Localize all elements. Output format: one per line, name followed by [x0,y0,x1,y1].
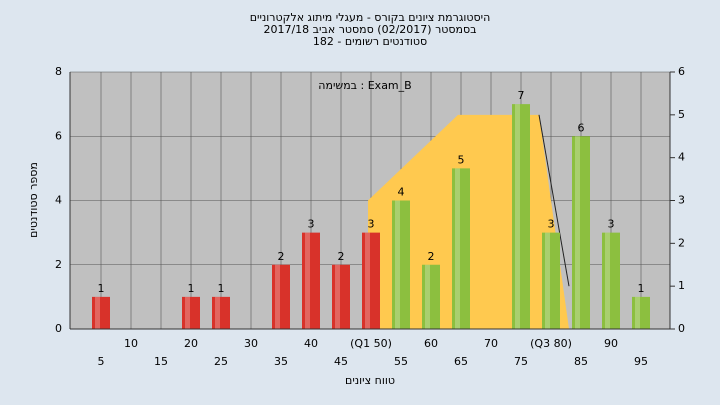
x-tick-label: 20 [184,337,198,350]
x-tick-label: 25 [214,355,228,368]
bar-shine [425,264,430,329]
value-label: 4 [398,186,405,199]
bar-shine [365,232,370,329]
value-label: 1 [638,282,645,295]
y2-tick-label: 0 [678,322,685,335]
chart-subtitle: בסמסטר (02/2017) סמסטר אביב 2017/18 [263,23,476,36]
bar [602,232,620,329]
bar-shine [395,200,400,329]
value-label: 5 [458,153,465,166]
x-tick-label: (Q3 80) [530,337,572,350]
bar [542,232,560,329]
value-label: 3 [368,218,375,231]
y-tick-label: 4 [55,194,62,207]
x-tick-label: 90 [604,337,618,350]
x-tick-label: 30 [244,337,258,350]
x-tick-label: 40 [304,337,318,350]
y-tick-label: 0 [55,322,62,335]
x-tick-label: 85 [574,355,588,368]
bar-shine [305,232,310,329]
x-tick-label: 55 [394,355,408,368]
x-axis-label: טווח ציונים [345,374,395,387]
bar-shine [515,104,520,329]
y2-tick-label: 6 [678,65,685,78]
bar [212,296,230,329]
x-tick-label: 70 [484,337,498,350]
bar [422,264,440,329]
value-label: 3 [308,218,315,231]
y2-tick-label: 2 [678,236,685,249]
value-label: 3 [548,218,555,231]
x-tick-label: 95 [634,355,648,368]
bar [512,104,530,329]
x-tick-label: 60 [424,337,438,350]
bar-shine [455,168,460,329]
chart-title: היסטוגרמת ציונים בקורס - מעגלי מיתוג אלק… [250,11,491,24]
x-tick-label: 5 [98,355,105,368]
value-label: 1 [218,282,225,295]
bar [272,264,290,329]
bar-shine [635,296,640,329]
value-label: 3 [608,218,615,231]
x-tick-label: 35 [274,355,288,368]
value-label: 7 [518,89,525,102]
bar-shine [185,296,190,329]
bar-shine [215,296,220,329]
value-label: 2 [338,250,345,263]
value-label: 1 [98,282,105,295]
bar-shine [575,136,580,329]
chart-subtitle: סטודנטים רשומים - 182 [313,35,427,48]
bar-shine [605,232,610,329]
annotation: במשימה : Exam_B [318,79,411,92]
bar [302,232,320,329]
bar [632,296,650,329]
y2-tick-label: 5 [678,108,685,121]
bar-shine [335,264,340,329]
bar [572,136,590,329]
y-tick-label: 8 [55,65,62,78]
x-tick-label: 15 [154,355,168,368]
bar-shine [275,264,280,329]
bar-shine [545,232,550,329]
line [538,114,570,287]
x-tick-label: 45 [334,355,348,368]
value-label: 2 [428,250,435,263]
bar [332,264,350,329]
y2-tick-label: 1 [678,279,685,292]
bar [392,200,410,329]
bar [92,296,110,329]
x-tick-label: 10 [124,337,138,350]
bar-shine [95,296,100,329]
bar [452,168,470,329]
value-label: 6 [578,121,585,134]
value-label: 2 [278,250,285,263]
x-tick-label: 75 [514,355,528,368]
bar [182,296,200,329]
y-tick-label: 6 [55,129,62,142]
value-label: 1 [188,282,195,295]
y2-tick-label: 3 [678,194,685,207]
x-tick-label: (Q1 50) [350,337,392,350]
y2-tick-label: 4 [678,151,685,164]
y-tick-label: 2 [55,258,62,271]
x-tick-label: 65 [454,355,468,368]
y-axis-label: מספר סטודנטים [27,162,40,238]
bar [362,232,380,329]
